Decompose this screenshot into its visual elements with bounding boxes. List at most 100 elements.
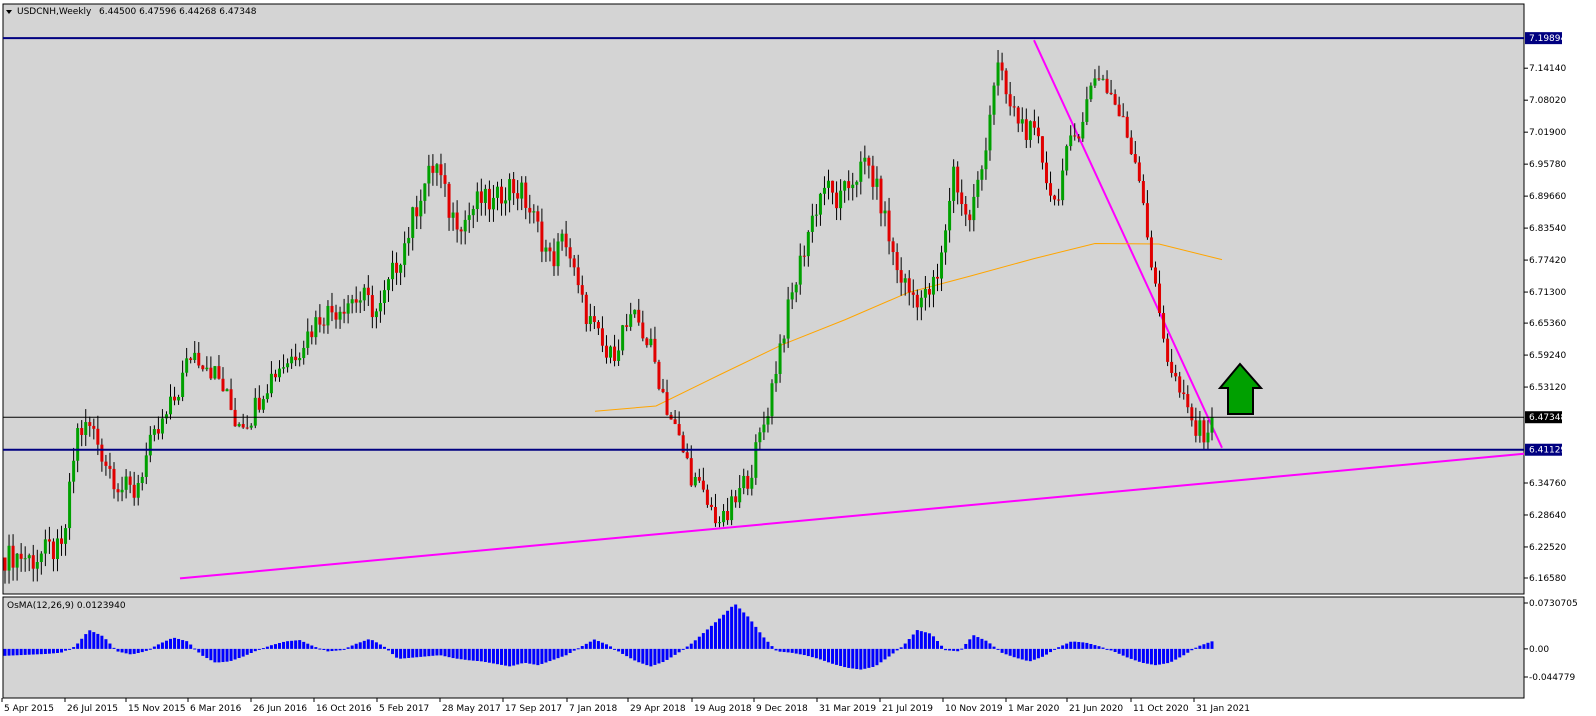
time-tick-label: 6 Mar 2016 (190, 704, 242, 714)
candle-body (919, 297, 923, 308)
osma-bar (471, 648, 475, 661)
osma-bar (592, 639, 596, 649)
osma-bar (738, 608, 742, 649)
candle-body (1032, 121, 1036, 128)
osma-bar (1049, 648, 1053, 653)
candle-body (253, 397, 257, 426)
candle-body (806, 231, 810, 257)
osma-bar (613, 648, 617, 650)
candle-body (366, 287, 370, 296)
candle-body (1166, 338, 1170, 362)
osma-bar (386, 648, 390, 651)
osma-bar (455, 648, 459, 659)
candle-body (1085, 99, 1089, 122)
candle-body (233, 409, 237, 427)
osma-bar (722, 614, 726, 649)
osma-bar (261, 648, 265, 650)
candle-body (286, 363, 290, 368)
candle-body (996, 62, 1000, 86)
candle-body (980, 169, 984, 180)
osma-bar (952, 648, 956, 651)
candle-body (269, 373, 273, 394)
osma-bar (782, 648, 786, 653)
osma-bar (302, 641, 306, 649)
osma-bar (306, 643, 310, 649)
candle-body (51, 541, 55, 560)
osma-bar (907, 639, 911, 649)
time-tick-label: 21 Jul 2019 (882, 704, 933, 714)
collapse-triangle-icon[interactable] (6, 10, 12, 14)
osma-bar (265, 646, 269, 649)
candle-body (1093, 78, 1097, 86)
osma-bar (709, 625, 713, 649)
osma-bar (156, 644, 160, 649)
price-level-tag-label: 6.47348 (1529, 413, 1566, 423)
osma-bar (923, 632, 927, 649)
osma-bar (746, 616, 750, 649)
osma-bar (435, 648, 439, 656)
osma-bar (1178, 648, 1182, 658)
osma-bar (1085, 642, 1089, 649)
candle-body (265, 393, 269, 400)
candle-body (956, 166, 960, 193)
osma-bar (988, 643, 992, 649)
osma-bar (64, 648, 68, 651)
candle-body (843, 181, 847, 191)
candle-body (23, 558, 27, 560)
candle-body (185, 358, 189, 373)
osma-bar (72, 647, 76, 649)
candle-body (625, 325, 629, 327)
osma-bar (181, 640, 185, 649)
candle-body (600, 328, 604, 346)
osma-bar (1125, 648, 1129, 658)
time-tick-label: 11 Oct 2020 (1133, 704, 1189, 714)
time-axis: 5 Apr 2015 26 Jul 2015 15 Nov 2015 6 Mar 20… (1, 698, 1250, 714)
candle-body (47, 539, 51, 542)
osma-bar (839, 648, 843, 666)
osma-bar (108, 643, 112, 649)
candle-body (1105, 78, 1109, 93)
osma-bar (1113, 648, 1117, 653)
osma-bar (278, 643, 282, 649)
candle-body (1040, 136, 1044, 163)
candle-body (197, 352, 201, 366)
candle-body (895, 252, 899, 271)
osma-bar (213, 648, 217, 663)
osma-bar (568, 648, 572, 653)
osma-bar (867, 648, 871, 668)
candle-body (863, 157, 867, 162)
osma-bar (1121, 648, 1125, 656)
osma-bar (100, 635, 104, 649)
candle-body (423, 183, 427, 201)
osma-bar (140, 648, 144, 653)
candle-body (1153, 267, 1157, 284)
candle-body (80, 428, 84, 435)
candle-body (532, 211, 536, 213)
osma-bar (1061, 645, 1065, 649)
candle-body (758, 432, 762, 443)
osma-bar (47, 648, 51, 654)
price-tick-label: 6.16580 (1529, 574, 1566, 584)
osma-bar (116, 648, 120, 652)
candle-body (39, 553, 43, 563)
osma-label: OsMA(12,26,9) 0.0123940 (7, 601, 126, 611)
candle-body (241, 424, 245, 428)
candle-body (1077, 136, 1081, 139)
candle-body (774, 373, 778, 384)
candle-body (132, 484, 136, 498)
osma-bar (693, 640, 697, 649)
candle-body (552, 251, 556, 267)
osma-bar (23, 648, 27, 655)
candle-body (1170, 361, 1174, 373)
osma-bar (443, 648, 447, 657)
osma-tick-label: -0.044779 (1529, 673, 1575, 683)
candle-body (1049, 183, 1053, 196)
osma-bar (463, 648, 467, 660)
candle-body (1133, 154, 1137, 163)
osma-bar (164, 640, 168, 649)
candle-body (326, 305, 330, 326)
candle-body (108, 465, 112, 469)
candle-body (483, 188, 487, 203)
candle-body (467, 215, 471, 220)
osma-bar (766, 641, 770, 649)
